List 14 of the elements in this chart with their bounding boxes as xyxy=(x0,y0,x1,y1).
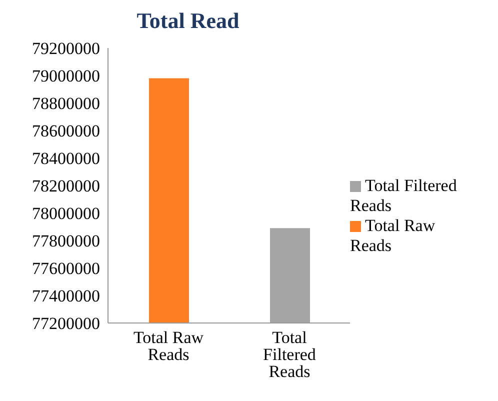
y-tick-label: 77600000 xyxy=(32,259,100,278)
chart-title: Total Read xyxy=(136,8,240,35)
y-tick-label: 79200000 xyxy=(32,39,100,58)
y-tick-label: 78600000 xyxy=(32,122,100,141)
legend-label: Total Filtered Reads xyxy=(350,176,457,214)
y-tick-label: 78800000 xyxy=(32,94,100,114)
y-tick-label: 77400000 xyxy=(32,286,100,306)
y-tick-label: 78000000 xyxy=(32,204,100,224)
y-tick-label: 77200000 xyxy=(32,314,100,334)
y-tick-label: 77800000 xyxy=(32,232,100,251)
y-tick-label: 78400000 xyxy=(32,149,100,168)
legend-label: Total Raw Reads xyxy=(350,216,436,254)
y-tick-label: 78200000 xyxy=(32,176,100,196)
y-tick-label: 79000000 xyxy=(32,66,100,86)
